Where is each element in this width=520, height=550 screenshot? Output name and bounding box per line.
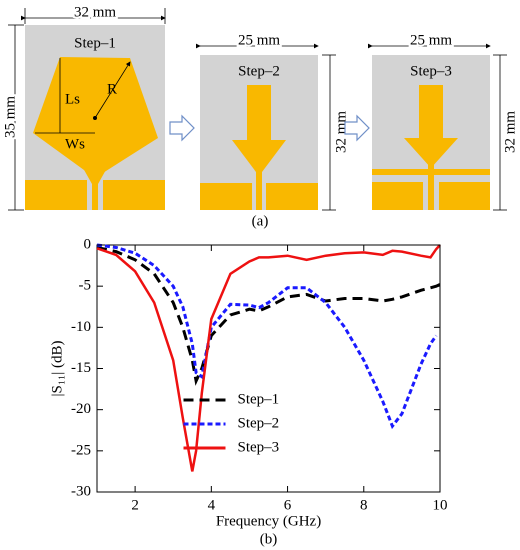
height-label: 32 mm <box>502 111 518 153</box>
panel-step-1: Step–1 Ls Ws R 32 mm 35 mm <box>0 2 166 211</box>
label-ls: Ls <box>65 91 80 107</box>
height-label: 35 mm <box>2 96 18 138</box>
caption-b: (b) <box>260 531 278 547</box>
label-ws: Ws <box>65 136 85 152</box>
x-tick-label: 2 <box>131 497 139 513</box>
x-tick-label: 6 <box>284 497 292 513</box>
series-line <box>96 244 441 472</box>
width-label: 32 mm <box>74 4 116 20</box>
x-tick-label: 8 <box>360 497 368 513</box>
panel-title: Step–2 <box>238 63 280 79</box>
label-r: R <box>107 81 117 97</box>
y-tick-label: -10 <box>71 319 91 335</box>
panel-title: Step–3 <box>410 63 452 79</box>
chart: 2 4 6 8 10 0 -5 -10 -15 -20 -25 -30 Frequency (GHz) |… <box>49 236 447 547</box>
width-label: 25 mm <box>410 32 452 48</box>
x-axis-label: Frequency (GHz) <box>216 513 321 529</box>
panel-title: Step–1 <box>74 35 116 51</box>
y-tick-label: -30 <box>71 483 91 499</box>
y-tick-label: 0 <box>84 236 92 252</box>
width-label: 25 mm <box>238 32 280 48</box>
legend-label: Step–1 <box>238 391 280 407</box>
legend-label: Step–2 <box>238 415 280 431</box>
x-tick-label: 10 <box>433 497 448 513</box>
height-label: 32 mm <box>333 111 349 153</box>
y-axis-label: |S₁₁| (dB) <box>49 340 65 396</box>
panel-step-3: Step–3 25 mm 32 mm <box>368 30 518 211</box>
y-tick-label: -20 <box>71 401 91 417</box>
panel-step-2: Step–2 25 mm 32 mm <box>196 30 349 211</box>
y-tick-label: -5 <box>79 278 92 294</box>
caption-a: (a) <box>252 213 269 229</box>
y-tick-label: -15 <box>71 360 91 376</box>
y-tick-label: -25 <box>71 442 91 458</box>
legend-label: Step–3 <box>238 439 280 455</box>
x-tick-label: 4 <box>208 497 216 513</box>
series-line <box>96 246 441 386</box>
series-line <box>96 243 438 430</box>
